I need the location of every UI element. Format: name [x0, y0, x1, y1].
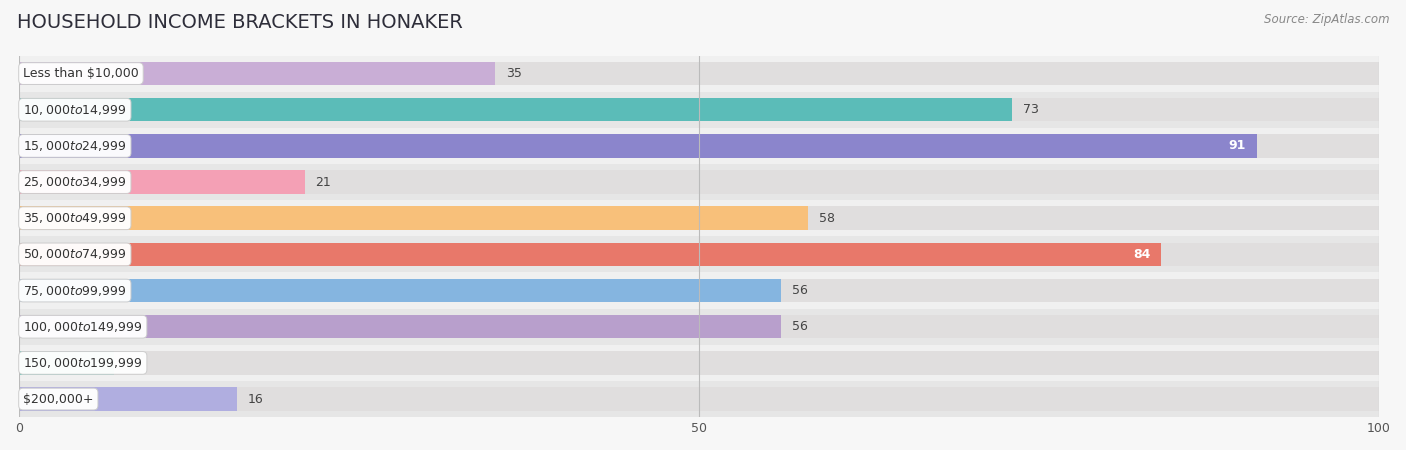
Text: $100,000 to $149,999: $100,000 to $149,999: [22, 320, 142, 334]
Text: 73: 73: [1022, 103, 1039, 116]
Bar: [20, 170, 305, 194]
Text: $50,000 to $74,999: $50,000 to $74,999: [22, 248, 127, 261]
Bar: [20, 387, 236, 411]
Bar: [20, 243, 1161, 266]
Bar: [20, 279, 1379, 302]
Bar: [20, 134, 1379, 158]
Text: $15,000 to $24,999: $15,000 to $24,999: [22, 139, 127, 153]
Bar: [20, 309, 1379, 345]
Text: 21: 21: [315, 176, 332, 189]
Text: $75,000 to $99,999: $75,000 to $99,999: [22, 284, 127, 297]
Bar: [20, 200, 1379, 236]
Text: 91: 91: [1229, 140, 1246, 153]
Text: $25,000 to $34,999: $25,000 to $34,999: [22, 175, 127, 189]
Text: 56: 56: [792, 320, 807, 333]
Bar: [20, 207, 808, 230]
Text: HOUSEHOLD INCOME BRACKETS IN HONAKER: HOUSEHOLD INCOME BRACKETS IN HONAKER: [17, 14, 463, 32]
Bar: [20, 315, 1379, 338]
Text: 58: 58: [818, 212, 835, 225]
Bar: [20, 98, 1012, 122]
Bar: [20, 55, 1379, 92]
Bar: [20, 273, 1379, 309]
Bar: [20, 207, 1379, 230]
Bar: [20, 164, 1379, 200]
Text: $150,000 to $199,999: $150,000 to $199,999: [22, 356, 142, 370]
Bar: [20, 134, 1257, 158]
Text: 7: 7: [125, 356, 134, 369]
Bar: [20, 351, 1379, 375]
Text: $10,000 to $14,999: $10,000 to $14,999: [22, 103, 127, 117]
Bar: [20, 62, 495, 86]
Bar: [20, 387, 1379, 411]
Text: Less than $10,000: Less than $10,000: [22, 67, 139, 80]
Bar: [20, 351, 114, 375]
Text: $35,000 to $49,999: $35,000 to $49,999: [22, 211, 127, 225]
Text: 56: 56: [792, 284, 807, 297]
Bar: [20, 279, 780, 302]
Bar: [20, 236, 1379, 273]
Bar: [20, 345, 1379, 381]
Bar: [20, 315, 780, 338]
Text: 16: 16: [247, 392, 263, 405]
Bar: [20, 243, 1379, 266]
Text: 35: 35: [506, 67, 522, 80]
Text: Source: ZipAtlas.com: Source: ZipAtlas.com: [1264, 14, 1389, 27]
Text: 84: 84: [1133, 248, 1150, 261]
Bar: [20, 170, 1379, 194]
Bar: [20, 381, 1379, 417]
Bar: [20, 92, 1379, 128]
Bar: [20, 98, 1379, 122]
Bar: [20, 128, 1379, 164]
Text: $200,000+: $200,000+: [22, 392, 94, 405]
Bar: [20, 62, 1379, 86]
